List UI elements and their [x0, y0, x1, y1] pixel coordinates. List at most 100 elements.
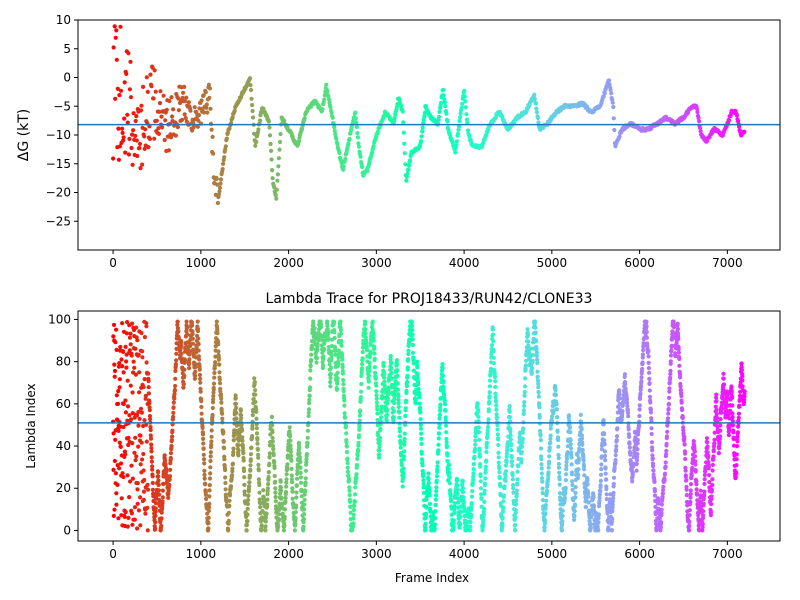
delta-g-point	[152, 136, 157, 141]
lambda-point	[483, 476, 488, 481]
lambda-point	[530, 353, 536, 358]
lambda-point	[175, 326, 180, 331]
lambda-point	[294, 476, 300, 481]
lambda-point	[455, 483, 460, 488]
lambda-point	[400, 484, 405, 489]
delta-g-x-ticks: 0 1000 2000 3000 4000 5000 6000 7000	[109, 250, 743, 270]
lambda-point	[455, 478, 460, 483]
lambda-point	[476, 430, 482, 435]
lambda-point	[515, 481, 520, 486]
delta-g-point	[204, 102, 209, 107]
lambda-point	[342, 403, 347, 408]
lambda-point	[495, 432, 500, 437]
lambda-point	[208, 471, 213, 476]
lambda-point	[153, 513, 158, 519]
lambda-point	[211, 387, 216, 392]
lambda-point	[368, 349, 373, 354]
lambda-point	[557, 482, 562, 487]
lambda-point	[586, 500, 591, 505]
lambda-point	[372, 365, 377, 370]
lambda-point	[710, 468, 715, 473]
lambda-point	[367, 361, 372, 366]
lambda-point	[730, 403, 735, 408]
lambda-point	[423, 521, 428, 527]
lambda-point	[609, 528, 615, 533]
lambda-point	[560, 508, 565, 513]
lambda-point	[734, 471, 739, 476]
lambda-point	[442, 402, 448, 407]
lambda-point	[242, 475, 247, 480]
lambda-point	[508, 433, 513, 438]
lambda-point	[335, 370, 340, 375]
delta-g-point	[460, 101, 465, 106]
lambda-point	[307, 397, 312, 402]
lambda-point	[154, 495, 159, 500]
lambda-point	[395, 362, 400, 367]
lambda-point	[174, 358, 179, 363]
delta-g-point	[406, 163, 412, 168]
delta-g-point	[343, 156, 348, 162]
lambda-point	[247, 480, 252, 485]
lambda-point	[714, 407, 719, 412]
delta-g-point	[370, 150, 375, 155]
lambda-point	[224, 495, 229, 501]
lambda-point	[125, 378, 130, 383]
lambda-point	[149, 449, 154, 454]
lambda-point	[436, 431, 442, 436]
lambda-point	[234, 410, 239, 415]
lambda-point	[128, 383, 133, 388]
lambda-point	[221, 439, 226, 444]
lambda-point	[277, 512, 282, 517]
lambda-point	[566, 414, 572, 419]
lambda-point	[553, 388, 558, 393]
delta-g-point	[326, 97, 332, 102]
lambda-point	[509, 455, 514, 460]
lambda-point	[501, 505, 506, 510]
lambda-point	[201, 441, 206, 446]
lambda-point	[440, 362, 445, 367]
lambda-point	[112, 374, 117, 379]
lambda-point	[295, 462, 300, 467]
delta-g-point	[698, 126, 703, 131]
lambda-point	[417, 401, 422, 406]
lambda-point	[372, 351, 377, 356]
delta-g-point	[164, 107, 169, 112]
lambda-point	[202, 461, 207, 466]
delta-g-point	[249, 96, 254, 101]
lambda-point	[189, 320, 194, 325]
lambda-point	[265, 497, 270, 502]
lambda-point	[206, 520, 211, 526]
delta-g-point	[601, 94, 606, 99]
lambda-point	[267, 461, 272, 466]
lambda-point	[455, 487, 460, 492]
delta-g-point	[727, 118, 732, 123]
lambda-point	[171, 405, 176, 410]
lambda-point	[115, 482, 120, 487]
lambda-point	[635, 437, 640, 443]
lambda-point	[146, 391, 151, 396]
lambda-point	[646, 354, 651, 359]
y-tick-label: 100	[48, 312, 71, 326]
lambda-point	[221, 430, 226, 435]
delta-g-point	[458, 111, 463, 116]
lambda-point	[358, 395, 363, 400]
lambda-point	[140, 355, 145, 360]
lambda-point	[484, 440, 489, 445]
lambda-point	[123, 398, 128, 403]
delta-g-point	[302, 116, 307, 121]
lambda-point	[336, 355, 341, 360]
lambda-point	[460, 490, 466, 495]
lambda-point	[677, 356, 682, 362]
delta-g-point	[173, 133, 178, 138]
lambda-point	[730, 415, 735, 420]
lambda-point	[357, 424, 362, 430]
lambda-point	[661, 484, 666, 489]
delta-g-point	[320, 107, 325, 112]
lambda-point	[564, 463, 569, 468]
lambda-point	[468, 519, 473, 525]
lambda-point	[731, 430, 736, 435]
lambda-point	[271, 453, 276, 458]
delta-g-point	[354, 120, 359, 125]
lambda-point	[724, 399, 729, 404]
lambda-point	[144, 321, 149, 326]
